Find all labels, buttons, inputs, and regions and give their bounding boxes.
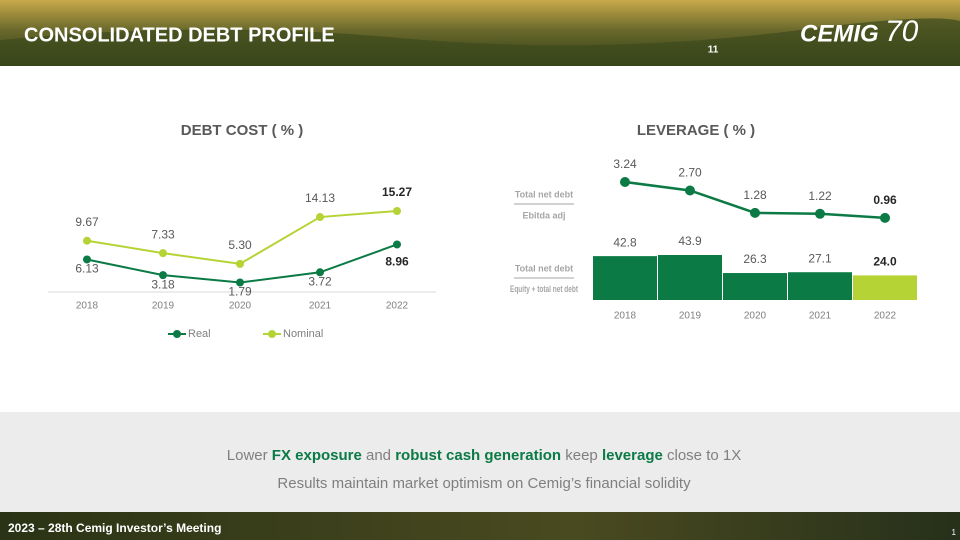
summary-segment: Lower — [227, 447, 272, 464]
data-label: 42.8 — [613, 235, 637, 249]
point — [83, 255, 91, 264]
chart-title: DEBT COST ( % ) — [181, 122, 304, 139]
point — [83, 236, 91, 245]
data-label: 1.79 — [228, 285, 252, 299]
point — [620, 177, 630, 187]
summary-band — [0, 412, 960, 512]
data-label: 43.9 — [678, 234, 702, 248]
fraction-denominator: Equity + total net debt — [510, 284, 578, 294]
summary-line: Results maintain market optimism on Cemi… — [277, 475, 691, 492]
logo: CEMIG — [800, 20, 879, 47]
footer-band — [0, 512, 960, 540]
x-tick-label: 2021 — [309, 301, 332, 312]
data-label: 2.70 — [678, 166, 702, 180]
x-tick-label: 2021 — [809, 311, 832, 322]
fraction-numerator: Total net debt — [515, 263, 573, 273]
point — [393, 207, 401, 215]
summary-line: Lower FX exposure and robust cash genera… — [227, 447, 741, 464]
bar — [788, 272, 852, 300]
point — [236, 259, 244, 268]
point — [750, 207, 760, 218]
legend-label: Real — [188, 328, 211, 340]
point — [393, 240, 401, 249]
point — [236, 278, 244, 287]
x-tick-label: 2018 — [76, 301, 99, 312]
summary-segment: robust cash generation — [395, 447, 561, 464]
data-label: 15.27 — [382, 185, 412, 199]
point — [685, 185, 695, 196]
x-tick-label: 2018 — [614, 311, 637, 322]
summary-segment: leverage — [602, 447, 663, 464]
fraction-denominator: Ebitda adj — [522, 210, 565, 220]
point — [159, 249, 167, 258]
data-label: 27.1 — [808, 251, 832, 265]
slide-title: CONSOLIDATED DEBT PROFILE — [24, 24, 335, 46]
data-label: 26.3 — [743, 252, 767, 266]
x-tick-label: 2019 — [679, 311, 702, 322]
legend-marker — [173, 330, 181, 338]
x-tick-label: 2019 — [152, 301, 175, 312]
data-label: 14.13 — [305, 191, 335, 205]
data-label: 3.72 — [308, 274, 332, 288]
page-number: 11 — [708, 45, 719, 56]
point — [815, 208, 825, 219]
data-label: 3.24 — [613, 157, 637, 171]
footer-text: 2023 – 28th Cemig Investor’s Meeting — [8, 521, 221, 535]
data-label: 8.96 — [385, 255, 409, 269]
bar — [723, 273, 787, 300]
data-label: 9.67 — [75, 215, 99, 229]
bar — [658, 255, 722, 300]
hills — [0, 18, 960, 66]
summary-segment: keep — [561, 447, 602, 464]
legend-label: Nominal — [283, 328, 323, 340]
data-label: 24.0 — [873, 255, 897, 269]
x-tick-label: 2022 — [874, 311, 897, 322]
summary-segment: and — [362, 447, 395, 464]
bar — [853, 275, 917, 300]
logo-badge: 70 — [885, 15, 919, 48]
point — [316, 213, 324, 222]
bar — [593, 256, 657, 300]
x-tick-label: 2022 — [386, 301, 409, 312]
data-label: 5.30 — [228, 238, 252, 252]
data-label: 1.22 — [808, 189, 832, 203]
data-label: 0.96 — [873, 193, 897, 207]
data-label: 3.18 — [151, 277, 175, 291]
point — [159, 271, 167, 280]
x-tick-label: 2020 — [744, 311, 767, 322]
chart-title: LEVERAGE ( % ) — [637, 122, 755, 139]
summary-segment: FX exposure — [272, 447, 362, 464]
footer-page: 1 — [952, 528, 957, 537]
data-label: 1.28 — [743, 188, 767, 202]
fraction-denominator-text: Equity + total net debt — [510, 284, 578, 294]
point — [880, 212, 890, 223]
fraction-numerator: Total net debt — [515, 189, 573, 199]
point — [316, 268, 324, 277]
data-label: 7.33 — [151, 227, 175, 241]
x-tick-label: 2020 — [229, 301, 252, 312]
data-label: 6.13 — [75, 262, 99, 276]
legend-marker — [268, 330, 276, 338]
summary-segment: close to 1X — [663, 447, 741, 464]
